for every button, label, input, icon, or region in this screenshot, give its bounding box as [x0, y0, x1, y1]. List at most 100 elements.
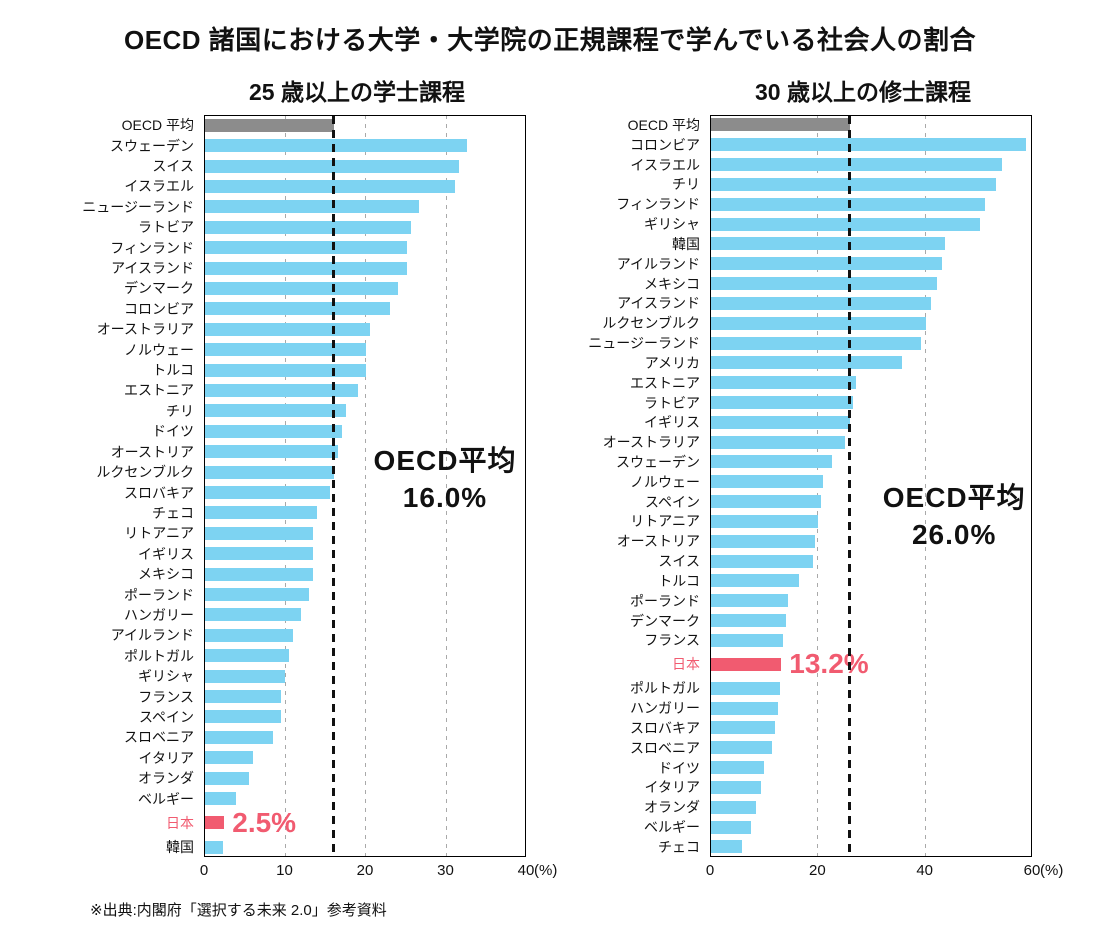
bar-row: オーストラリア: [572, 432, 1034, 452]
bar-row: スロベニア: [66, 727, 528, 747]
bar-track: [204, 197, 528, 217]
bar: [204, 840, 224, 854]
page-title: OECD 諸国における大学・大学院の正規課程で学んでいる社会人の割合: [123, 25, 977, 55]
bar-track: [204, 584, 528, 604]
category-label: メキシコ: [644, 275, 700, 292]
category-label: ラトビア: [644, 394, 700, 411]
bar-track: [204, 237, 528, 257]
bar: [204, 159, 460, 173]
chart-plot-bachelor: OECD 平均 スウェーデン スイス イスラエル ニュージーランド ラトビア フィンランドア…: [66, 115, 558, 885]
category-label: 日本: [672, 656, 700, 673]
bar-row: イギリス: [66, 544, 528, 564]
bar-row: スロバキア: [572, 718, 1034, 738]
bar-track: [204, 605, 528, 625]
bar-row: エストニア: [572, 373, 1034, 393]
bar-row: オーストラリア: [66, 319, 528, 339]
category-label: エストニア: [124, 382, 194, 399]
grid-layer: [204, 115, 526, 857]
category-label: ニュージーランド: [588, 335, 700, 352]
bar: [204, 526, 314, 540]
x-tick-label: 0: [705, 862, 715, 879]
bar-track: [710, 758, 1034, 778]
category-label: デンマーク: [630, 612, 700, 629]
category-label: スウェーデン: [110, 137, 194, 154]
category-label: オーストラリア: [602, 434, 700, 451]
bar-track: [204, 176, 528, 196]
charts-container: 25 歳以上の学士課程 OECD 平均 スウェーデン スイス イスラエル ニュージーラン…: [0, 73, 1100, 885]
bar-track: [710, 631, 1034, 651]
bar-row: ポーランド: [66, 584, 528, 604]
category-label: アイスランド: [617, 295, 700, 312]
bar-track: [710, 353, 1034, 373]
category-label: アイルランド: [110, 627, 194, 644]
bar: [710, 177, 997, 191]
bar-track: [204, 360, 528, 380]
bar-track: [204, 258, 528, 278]
chart-bachelor: 25 歳以上の学士課程 OECD 平均 スウェーデン スイス イスラエル ニュージーラン…: [66, 73, 558, 885]
category-label: ノルウェー: [124, 341, 194, 358]
x-axis: 0 10 20 30 40 (%): [200, 857, 558, 885]
category-label: エストニア: [630, 374, 700, 391]
category-label: アメリカ: [644, 354, 700, 371]
bar-row: イスラエル: [572, 155, 1034, 175]
category-label: スイス: [658, 553, 700, 570]
bar-row: チェコ: [572, 837, 1034, 857]
bar-row: ノルウェー: [66, 339, 528, 359]
bar-track: [710, 778, 1034, 798]
bar-track: [710, 333, 1034, 353]
bar-row: 韓国: [66, 837, 528, 857]
bar-row: チリ: [66, 401, 528, 421]
x-tick-label: 10: [276, 862, 293, 879]
bar-row: イギリス: [572, 412, 1034, 432]
bar-track: [204, 278, 528, 298]
bar: [204, 404, 346, 418]
category-label: ニュージーランド: [82, 198, 194, 215]
category-label: ラトビア: [138, 219, 194, 236]
bar: [710, 840, 743, 854]
bar: [204, 649, 290, 663]
category-label: スペイン: [644, 493, 700, 510]
category-label: イギリス: [138, 545, 194, 562]
bar-track: [710, 817, 1034, 837]
category-label: ポーランド: [630, 592, 700, 609]
bar: [710, 415, 851, 429]
bar-row: スイス: [66, 156, 528, 176]
category-label: 日本: [166, 814, 194, 831]
bar-row: ルクセンブルク: [572, 313, 1034, 333]
category-label: スロベニア: [124, 729, 194, 746]
bar-row: ラトビア: [66, 217, 528, 237]
bar-row: チリ: [572, 174, 1034, 194]
bar-track: [710, 393, 1034, 413]
bar-track: [710, 837, 1034, 857]
bar: [204, 628, 294, 642]
bar-row: スロベニア: [572, 738, 1034, 758]
bar-track: [710, 492, 1034, 512]
bar: [710, 455, 832, 469]
x-tick-label: 0: [199, 862, 209, 879]
bar-track: [710, 293, 1034, 313]
category-label: イタリア: [644, 779, 700, 796]
bar-row: イタリア: [66, 748, 528, 768]
category-label: ノルウェー: [630, 473, 700, 490]
bar: [710, 514, 818, 528]
bar-track: [204, 564, 528, 584]
bar: [710, 296, 932, 310]
bar: [710, 217, 980, 231]
category-label: 韓国: [672, 235, 700, 252]
bar: [204, 792, 237, 806]
category-label: イスラエル: [124, 178, 194, 195]
bar-track: [710, 531, 1034, 551]
bar-track: [710, 571, 1034, 591]
bar-row: アイルランド: [572, 254, 1034, 274]
bar-track: [710, 254, 1034, 274]
category-label: 韓国: [166, 839, 194, 856]
bar-row: ノルウェー: [572, 472, 1034, 492]
bar: [710, 741, 773, 755]
bar: [710, 316, 926, 330]
category-label: OECD 平均: [121, 117, 194, 134]
bar-track: [204, 421, 528, 441]
bar: [710, 780, 762, 794]
bar-track: [710, 718, 1034, 738]
bar-row: メキシコ: [572, 274, 1034, 294]
bar: [710, 574, 800, 588]
